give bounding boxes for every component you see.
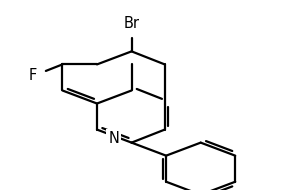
Text: F: F xyxy=(29,68,37,83)
Text: N: N xyxy=(108,131,119,146)
Text: Br: Br xyxy=(124,16,140,31)
